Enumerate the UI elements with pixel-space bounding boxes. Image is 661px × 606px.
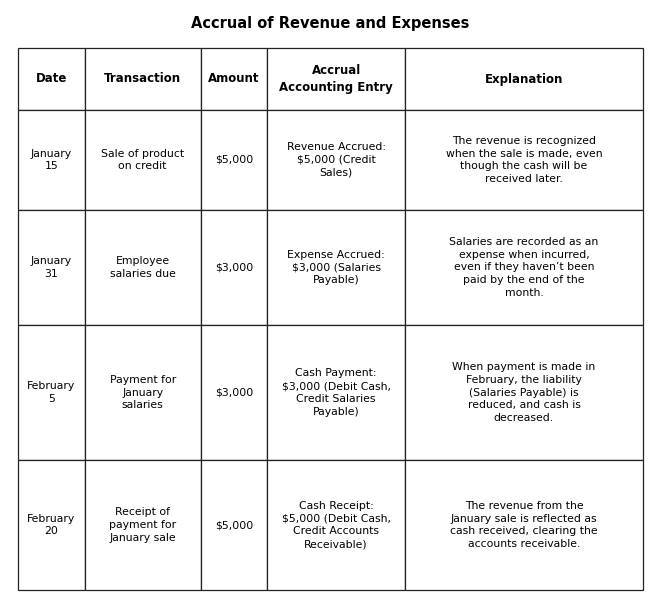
Text: Expense Accrued:
$3,000 (Salaries
Payable): Expense Accrued: $3,000 (Salaries Payabl… bbox=[288, 250, 385, 285]
Text: February
5: February 5 bbox=[27, 381, 75, 404]
Text: Accrual
Accounting Entry: Accrual Accounting Entry bbox=[279, 64, 393, 94]
Text: January
15: January 15 bbox=[31, 148, 72, 171]
Text: Revenue Accrued:
$5,000 (Credit
Sales): Revenue Accrued: $5,000 (Credit Sales) bbox=[287, 142, 385, 178]
Text: Employee
salaries due: Employee salaries due bbox=[110, 256, 176, 279]
Text: $3,000: $3,000 bbox=[215, 262, 253, 273]
Text: Date: Date bbox=[36, 73, 67, 85]
Bar bbox=[268, 210, 405, 325]
Text: Payment for
January
salaries: Payment for January salaries bbox=[110, 375, 176, 410]
Bar bbox=[18, 48, 85, 110]
Text: Receipt of
payment for
January sale: Receipt of payment for January sale bbox=[109, 507, 176, 543]
Text: The revenue is recognized
when the sale is made, even
though the cash will be
re: The revenue is recognized when the sale … bbox=[446, 136, 602, 184]
Bar bbox=[200, 110, 268, 210]
Bar bbox=[200, 210, 268, 325]
Bar bbox=[18, 210, 85, 325]
Text: $3,000: $3,000 bbox=[215, 387, 253, 398]
Bar bbox=[18, 325, 85, 460]
Text: Amount: Amount bbox=[208, 73, 260, 85]
Text: Salaries are recorded as an
expense when incurred,
even if they haven’t been
pai: Salaries are recorded as an expense when… bbox=[449, 237, 599, 298]
Bar bbox=[85, 460, 200, 590]
Bar bbox=[85, 110, 200, 210]
Text: When payment is made in
February, the liability
(Salaries Payable) is
reduced, a: When payment is made in February, the li… bbox=[452, 362, 596, 423]
Bar bbox=[18, 460, 85, 590]
Text: Sale of product
on credit: Sale of product on credit bbox=[101, 148, 184, 171]
Bar bbox=[18, 110, 85, 210]
Text: $5,000: $5,000 bbox=[215, 155, 253, 165]
Bar bbox=[405, 460, 643, 590]
Text: February
20: February 20 bbox=[27, 514, 75, 536]
Text: The revenue from the
January sale is reflected as
cash received, clearing the
ac: The revenue from the January sale is ref… bbox=[450, 501, 598, 549]
Bar bbox=[405, 325, 643, 460]
Bar bbox=[200, 325, 268, 460]
Bar bbox=[200, 48, 268, 110]
Text: Transaction: Transaction bbox=[104, 73, 181, 85]
Bar bbox=[405, 110, 643, 210]
Text: $5,000: $5,000 bbox=[215, 520, 253, 530]
Text: Accrual of Revenue and Expenses: Accrual of Revenue and Expenses bbox=[191, 16, 470, 31]
Bar bbox=[268, 325, 405, 460]
Bar bbox=[85, 210, 200, 325]
Text: January
31: January 31 bbox=[31, 256, 72, 279]
Bar bbox=[405, 48, 643, 110]
Bar bbox=[85, 48, 200, 110]
Bar bbox=[268, 110, 405, 210]
Bar bbox=[268, 460, 405, 590]
Text: Explanation: Explanation bbox=[485, 73, 563, 85]
Bar bbox=[268, 48, 405, 110]
Bar bbox=[85, 325, 200, 460]
Text: Cash Receipt:
$5,000 (Debit Cash,
Credit Accounts
Receivable): Cash Receipt: $5,000 (Debit Cash, Credit… bbox=[282, 501, 391, 549]
Text: Cash Payment:
$3,000 (Debit Cash,
Credit Salaries
Payable): Cash Payment: $3,000 (Debit Cash, Credit… bbox=[282, 368, 391, 417]
Bar bbox=[200, 460, 268, 590]
Bar bbox=[405, 210, 643, 325]
